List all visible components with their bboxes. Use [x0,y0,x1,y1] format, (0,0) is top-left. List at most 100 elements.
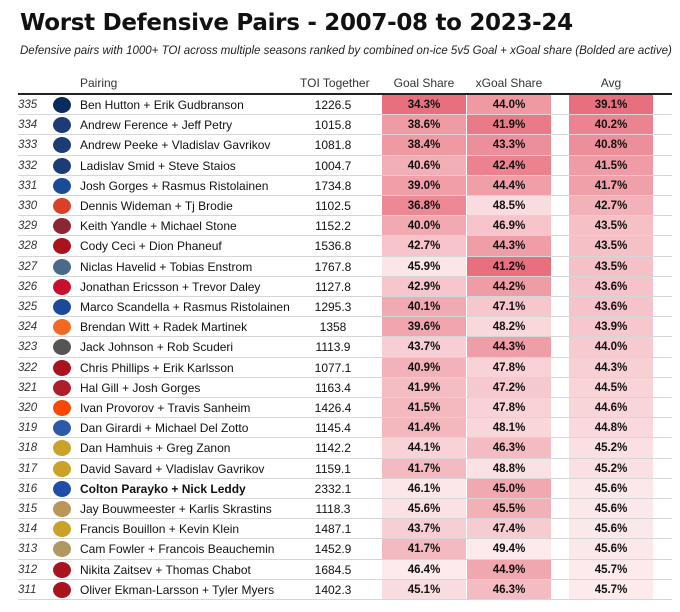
rank-cell: 321 [18,381,38,394]
rank-cell: 314 [18,523,38,536]
rank-cell: 325 [18,301,38,313]
row-divider [18,154,672,156]
toi-cell: 1118.3 [315,502,351,516]
goal-share-cell: 38.6% [382,115,466,136]
pairing-cell: Josh Gorges + Rasmus Ristolainen [80,178,269,193]
xgoal-share-cell: 47.2% [467,377,551,398]
header-avg: Avg [600,76,622,90]
xgoal-share-cell: 41.2% [467,256,551,277]
team-logo-icon [53,299,71,315]
row-divider [18,235,672,237]
team-logo-icon [53,258,71,275]
xgoal-share-cell: 42.4% [467,155,551,176]
team-logo-icon [53,480,71,497]
toi-cell: 1015.8 [314,118,352,133]
xgoal-share-cell: 45.5% [467,499,551,520]
pairing-cell: Hal Gill + Josh Gorges [80,380,201,395]
avg-cell: 45.6% [569,539,653,560]
row-divider [18,376,672,378]
team-logo-icon [53,400,71,416]
xgoal-share-cell: 44.2% [467,276,551,297]
team-logo-icon [53,440,71,457]
chart-subtitle: Defensive pairs with 1000+ TOI across mu… [20,45,672,57]
xgoal-share-cell: 48.5% [467,196,551,217]
row-divider [18,578,672,580]
goal-share-cell: 39.6% [382,317,466,338]
xgoal-share-cell: 46.9% [467,216,551,237]
table-row: 319 Dan Girardi + Michael Del Zotto 1145.4… [0,418,680,439]
rank-cell: 318 [18,442,38,455]
table-row: 311 Oliver Ekman-Larsson + Tyler Myers 140… [0,579,680,600]
table-row: 329 Keith Yandle + Michael Stone 1152.2 40.… [0,216,680,237]
avg-cell: 45.2% [569,438,653,459]
toi-cell: 1113.9 [315,340,351,355]
team-logo-icon [53,218,71,235]
toi-cell: 1487.1 [314,522,352,537]
pairing-cell: Chris Phillips + Erik Karlsson [80,360,234,375]
goal-share-cell: 43.7% [382,519,466,540]
rank-cell: 313 [18,543,38,556]
xgoal-share-cell: 44.9% [467,559,551,580]
goal-share-cell: 42.9% [382,276,466,297]
avg-cell: 40.8% [569,135,653,156]
xgoal-share-cell: 45.0% [467,478,551,499]
toi-cell: 1767.8 [314,259,352,274]
toi-cell: 1102.5 [315,199,351,213]
rank-cell: 320 [18,402,38,414]
header-goal-share: Goal Share [393,76,455,90]
avg-cell: 43.5% [569,216,653,237]
goal-share-cell: 42.7% [382,236,466,257]
pairing-cell: Andrew Ference + Jeff Petry [80,118,233,133]
rank-cell: 335 [18,99,38,111]
row-divider [18,194,672,196]
pairing-cell: Brendan Witt + Radek Martinek [80,320,248,335]
row-divider [18,174,672,176]
header-toi: TOI Together [300,76,370,90]
xgoal-share-cell: 44.3% [467,236,551,257]
toi-cell: 2332.1 [314,481,352,496]
goal-share-cell: 38.4% [382,135,466,156]
team-logo-icon [53,359,71,376]
xgoal-share-cell: 47.4% [467,519,551,540]
team-logo-icon [53,97,71,113]
rank-cell: 324 [18,321,38,334]
team-logo-icon [53,379,71,396]
xgoal-share-cell: 48.2% [467,317,551,338]
pairing-cell: Ladislav Smid + Steve Staios [80,158,236,173]
pairing-cell: David Savard + Vladislav Gavrikov [80,461,265,476]
toi-cell: 1295.3 [314,300,352,314]
goal-share-cell: 41.7% [382,539,466,560]
goal-share-cell: 40.9% [382,357,466,378]
team-logo-icon [53,339,71,356]
rank-cell: 323 [18,341,38,354]
goal-share-cell: 46.4% [382,559,466,580]
toi-cell: 1142.2 [315,441,351,456]
toi-cell: 1402.3 [314,582,352,597]
goal-share-cell: 45.1% [382,579,466,600]
avg-cell: 45.7% [569,559,653,580]
table-row: 334 Andrew Ference + Jeff Petry 1015.8 38.6… [0,115,680,136]
row-divider [18,558,672,560]
toi-cell: 1163.4 [315,380,351,395]
xgoal-share-cell: 44.3% [467,337,551,358]
rank-cell: 317 [18,462,38,475]
pairing-cell: Nikita Zaitsev + Thomas Chabot [80,562,251,577]
toi-cell: 1081.8 [314,138,352,153]
team-logo-icon [53,278,71,295]
table-row: 316 Colton Parayko + Nick Leddy 2332.1 46.1… [0,478,680,499]
toi-cell: 1734.8 [314,178,352,193]
pairing-cell: Jack Johnson + Rob Scuderi [80,340,234,355]
pairing-cell: Jay Bouwmeester + Karlis Skrastins [80,502,272,516]
avg-cell: 44.5% [569,377,653,398]
table-row: 335 Ben Hutton + Erik Gudbranson 1226.5 34.… [0,95,680,116]
goal-share-cell: 39.0% [382,175,466,196]
rank-cell: 334 [18,119,38,132]
avg-cell: 41.7% [569,175,653,196]
toi-cell: 1004.7 [314,158,352,173]
avg-cell: 43.6% [569,297,653,318]
rank-cell: 311 [18,583,37,596]
goal-share-cell: 41.9% [382,377,466,398]
xgoal-share-cell: 47.1% [467,297,551,318]
team-logo-icon [53,420,71,437]
pairing-cell: Francis Bouillon + Kevin Klein [80,522,240,537]
